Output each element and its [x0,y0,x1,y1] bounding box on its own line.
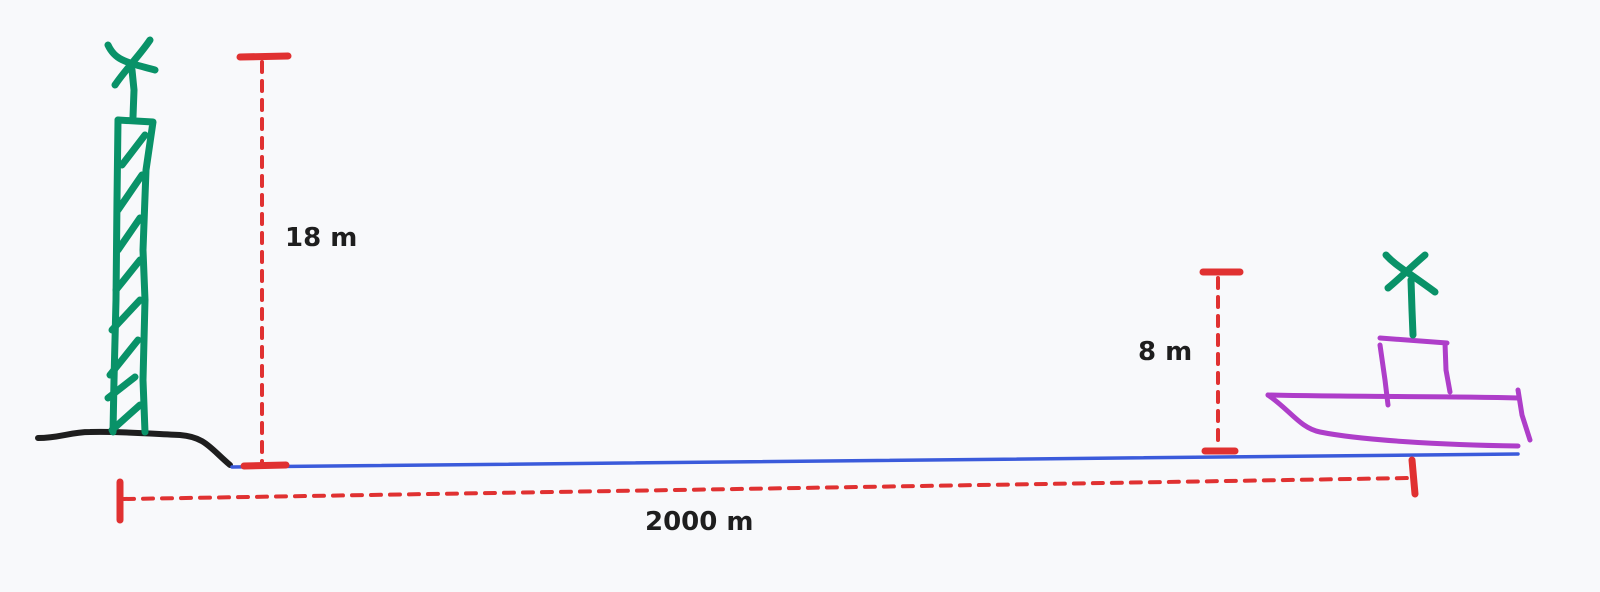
boat-antenna-x-icon [1382,251,1439,296]
boat-height-label: 8 m [1138,337,1192,367]
distance-label: 2000 m [645,507,754,537]
water-line [230,452,1520,469]
boat-height-dimension [1199,268,1244,455]
tower-height-label: 18 m [285,223,357,253]
antenna-x-icon [104,36,159,89]
ground [35,428,233,468]
radio-tower [104,36,159,436]
tower-height-dimension [236,52,292,470]
distance-dimension [116,456,1419,524]
boat [1265,251,1533,449]
